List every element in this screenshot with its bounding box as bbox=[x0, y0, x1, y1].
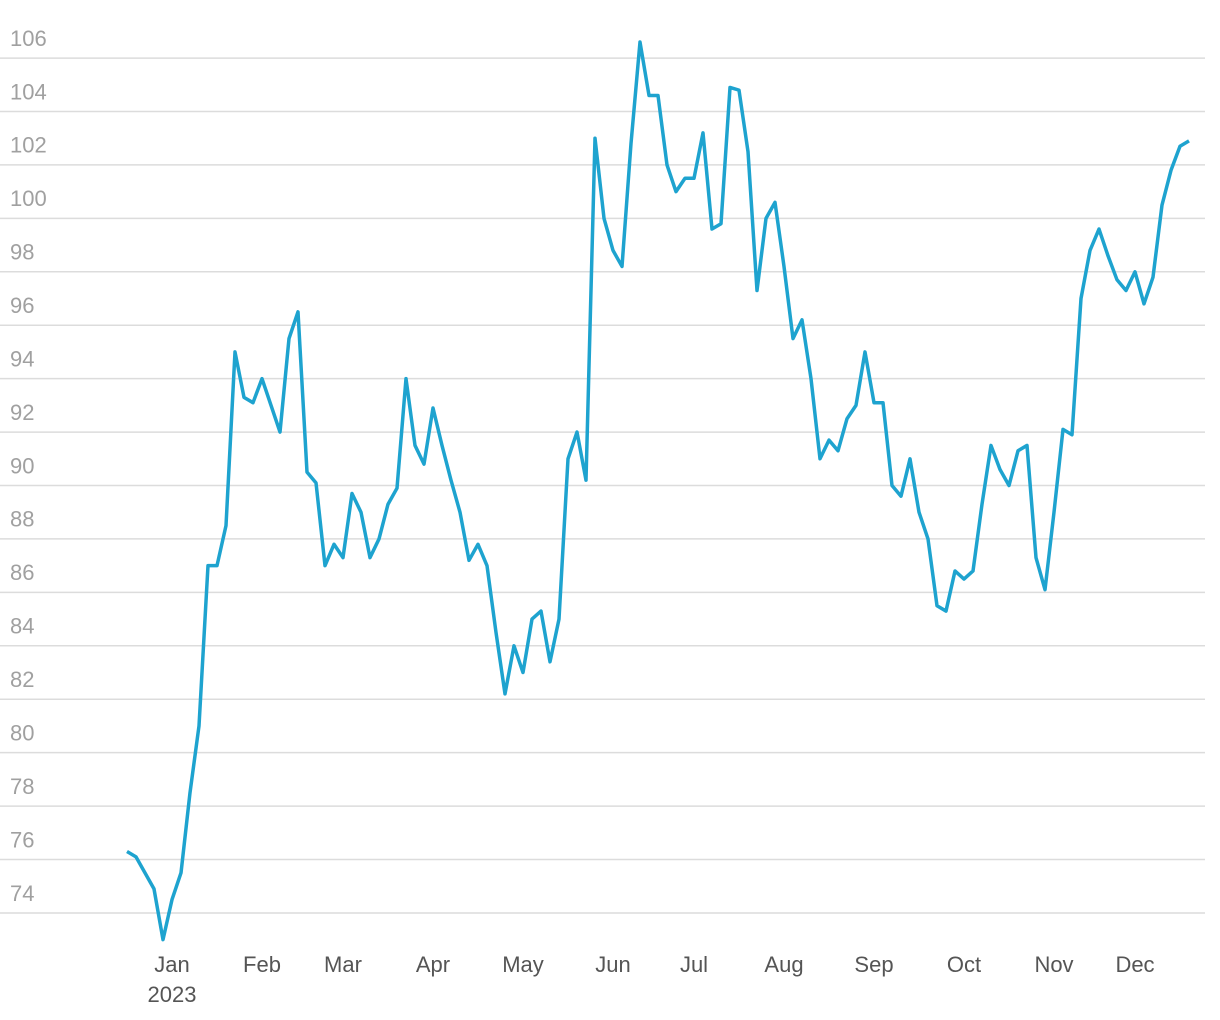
y-tick-label: 88 bbox=[10, 507, 34, 532]
x-tick-label: May bbox=[502, 952, 544, 977]
y-tick-label: 86 bbox=[10, 560, 34, 585]
y-tick-label: 102 bbox=[10, 133, 47, 158]
y-tick-label: 90 bbox=[10, 453, 34, 478]
x-tick-label: Jun bbox=[595, 952, 630, 977]
y-tick-label: 76 bbox=[10, 827, 34, 852]
y-tick-label: 98 bbox=[10, 240, 34, 265]
x-tick-label: Sep bbox=[854, 952, 893, 977]
x-tick-label: Jul bbox=[680, 952, 708, 977]
x-tick-label: Nov bbox=[1034, 952, 1073, 977]
x-year-label: 2023 bbox=[148, 982, 197, 1007]
x-tick-label: Dec bbox=[1115, 952, 1154, 977]
y-tick-label: 100 bbox=[10, 186, 47, 211]
x-tick-label: Mar bbox=[324, 952, 362, 977]
x-tick-label: Feb bbox=[243, 952, 281, 977]
x-tick-label: Jan bbox=[154, 952, 189, 977]
line bbox=[126, 40, 1190, 942]
y-tick-label: 104 bbox=[10, 79, 47, 104]
y-tick-label: 84 bbox=[10, 614, 34, 639]
y-tick-label: 82 bbox=[10, 667, 34, 692]
y-tick-label: 92 bbox=[10, 400, 34, 425]
y-tick-label: 78 bbox=[10, 774, 34, 799]
x-tick-label: Oct bbox=[947, 952, 981, 977]
x-tick-label: Aug bbox=[764, 952, 803, 977]
y-tick-label: 94 bbox=[10, 346, 34, 371]
y-tick-label: 106 bbox=[10, 26, 47, 51]
y-tick-label: 80 bbox=[10, 720, 34, 745]
x-tick-label: Apr bbox=[416, 952, 450, 977]
y-tick-label: 96 bbox=[10, 293, 34, 318]
y-tick-label: 74 bbox=[10, 881, 34, 906]
